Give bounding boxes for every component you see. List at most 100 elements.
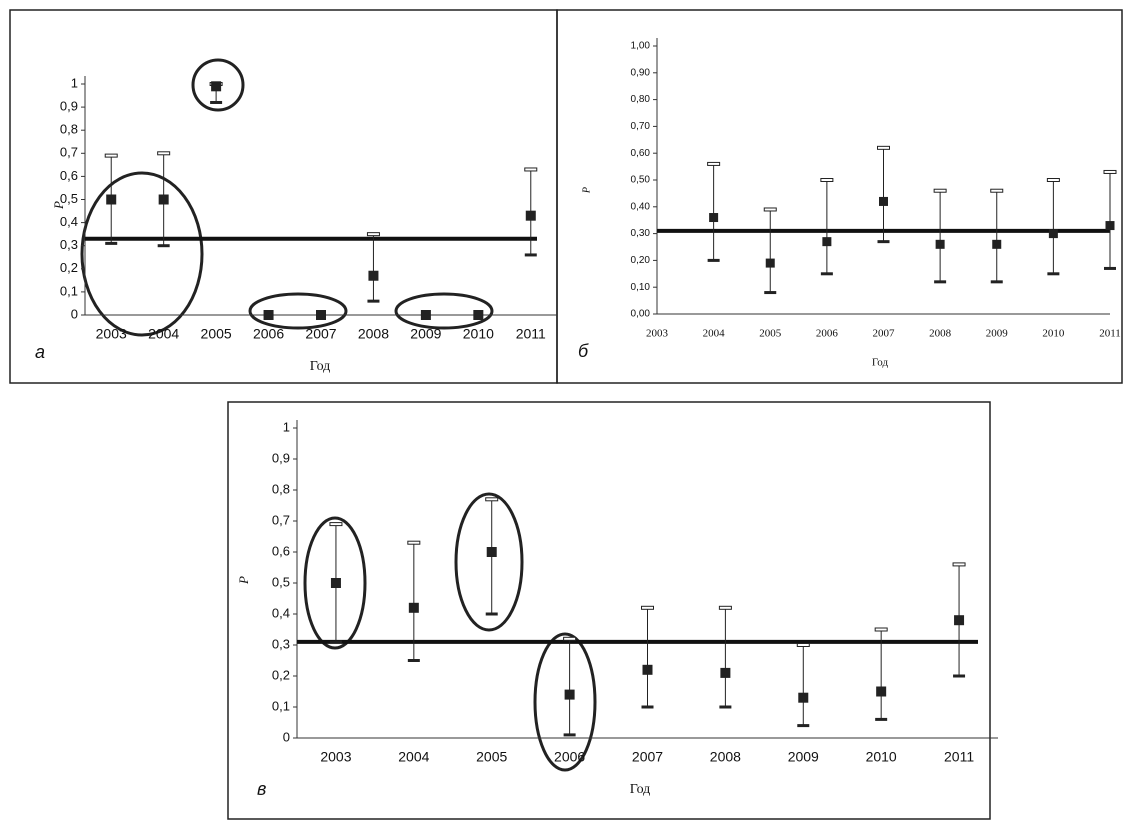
point <box>368 270 379 281</box>
y-tick-label: 0,3 <box>60 237 78 252</box>
y-tick-label: 0,50 <box>631 175 651 186</box>
y-tick-label: 0,7 <box>272 512 290 527</box>
point <box>564 689 575 700</box>
y-tick-label: 1,00 <box>631 41 651 52</box>
y-tick-label: 0,00 <box>631 309 651 320</box>
y-axis-label: P <box>581 187 592 194</box>
x-tick-label: 2009 <box>410 326 441 342</box>
y-tick-label: 0,80 <box>631 94 651 105</box>
point <box>642 664 653 675</box>
y-tick-label: 0,6 <box>60 168 78 183</box>
y-tick-label: 0,7 <box>60 145 78 160</box>
point <box>709 213 719 223</box>
x-tick-label: 2008 <box>710 749 741 765</box>
point <box>879 196 888 206</box>
point <box>935 239 945 249</box>
y-tick-label: 0,70 <box>631 121 651 132</box>
x-tick-label: 2004 <box>703 328 726 340</box>
point <box>954 615 965 626</box>
y-tick-label: 0,4 <box>272 605 290 620</box>
error-bar <box>563 636 577 737</box>
x-tick-label: 2008 <box>358 326 389 342</box>
x-tick-label: 2010 <box>866 749 897 765</box>
error-bar <box>874 627 888 721</box>
x-tick-label: 2011 <box>1099 328 1121 340</box>
y-tick-label: 0 <box>71 306 78 321</box>
point <box>765 258 775 268</box>
highlight <box>454 492 524 632</box>
y-axis-label: P <box>236 576 251 585</box>
y-tick-label: 0 <box>283 729 290 744</box>
error-bar <box>763 207 777 295</box>
y-tick-label: 0,5 <box>60 191 78 206</box>
y-tick-label: 0,40 <box>631 201 651 212</box>
x-tick-label: 2006 <box>816 328 839 340</box>
x-axis-label: Год <box>310 359 331 374</box>
panel-label: в <box>257 779 266 799</box>
y-tick-label: 0,2 <box>60 260 78 275</box>
error-bar <box>990 188 1004 284</box>
point <box>1105 221 1115 231</box>
panel-label: а <box>35 342 45 362</box>
highlight <box>248 292 348 330</box>
point <box>106 194 117 205</box>
y-tick-label: 0,9 <box>272 450 290 465</box>
x-tick-label: 2010 <box>463 326 494 342</box>
y-tick-label: 0,60 <box>631 148 651 159</box>
highlight <box>191 58 245 112</box>
y-tick-label: 0,4 <box>60 214 78 229</box>
panel-frame <box>556 9 1123 384</box>
y-tick-label: 0,8 <box>60 122 78 137</box>
error-bar <box>641 605 654 709</box>
point <box>720 667 731 678</box>
x-tick-label: 2004 <box>398 749 429 765</box>
error-bar <box>933 188 947 284</box>
x-axis-label: Год <box>630 782 651 797</box>
panel-frame <box>227 401 991 820</box>
point <box>473 310 484 320</box>
y-tick-label: 0,8 <box>272 481 290 496</box>
y-tick-label: 0,1 <box>60 283 78 298</box>
x-tick-label: 2005 <box>476 749 507 765</box>
x-tick-label: 2009 <box>986 328 1009 340</box>
x-tick-label: 2007 <box>632 749 663 765</box>
x-tick-label: 2008 <box>929 328 952 340</box>
point <box>420 310 431 320</box>
point <box>876 686 887 697</box>
x-tick-label: 2010 <box>1042 328 1065 340</box>
y-tick-label: 0,6 <box>272 543 290 558</box>
point <box>822 237 832 247</box>
y-tick-label: 1 <box>283 419 290 434</box>
point <box>992 239 1002 249</box>
point <box>408 602 419 613</box>
highlight <box>303 516 367 650</box>
point <box>211 81 222 92</box>
error-bar <box>366 232 380 303</box>
error-bar <box>707 161 721 262</box>
error-bar <box>718 605 732 709</box>
panel-label: б <box>578 341 589 361</box>
x-tick-label: 2007 <box>873 328 896 340</box>
point <box>263 310 274 320</box>
x-tick-label: 2011 <box>944 749 974 765</box>
point <box>330 578 341 588</box>
y-tick-label: 0,10 <box>631 282 651 293</box>
y-tick-label: 0,5 <box>272 574 290 589</box>
point <box>798 692 809 703</box>
point <box>1048 229 1058 239</box>
y-tick-label: 0,3 <box>272 636 290 651</box>
y-tick-label: 0,9 <box>60 99 78 114</box>
y-tick-label: 1 <box>71 75 78 90</box>
point <box>158 194 169 205</box>
error-bar <box>877 145 890 244</box>
x-tick-label: 2006 <box>253 326 284 342</box>
x-tick-label: 2005 <box>759 328 782 340</box>
error-bar <box>1046 178 1060 276</box>
y-tick-label: 0,2 <box>272 667 290 682</box>
error-bar <box>796 643 810 728</box>
highlight <box>533 632 597 772</box>
point <box>525 210 536 221</box>
error-bar <box>820 178 834 276</box>
y-tick-label: 0,90 <box>631 67 651 78</box>
x-tick-label: 2003 <box>96 326 127 342</box>
